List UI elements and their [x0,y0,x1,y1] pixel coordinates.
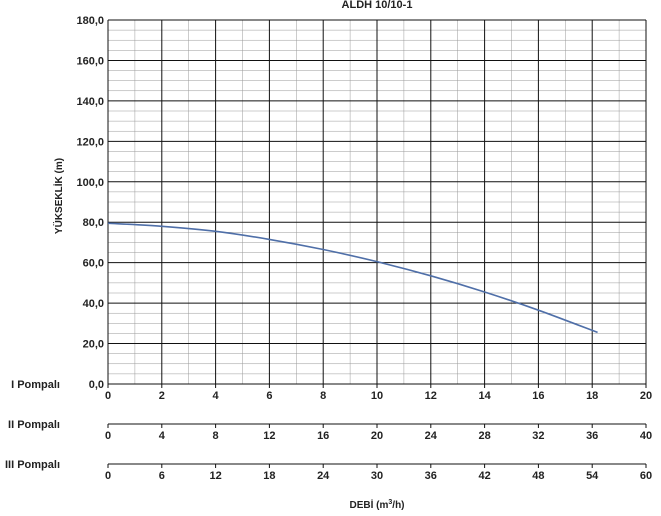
x-tick-label: 16 [317,430,329,442]
x-tick-label: 20 [640,390,652,402]
x-axis-name: II Pompalı [8,419,60,431]
x-tick-label: 6 [266,390,272,402]
series-layer [107,222,598,334]
x-tick-label: 24 [425,430,438,442]
x-tick-label: 48 [532,470,544,482]
x-tick-label: 0 [105,470,111,482]
x-axis-label-text: DEBİ (m [349,498,388,511]
pump-curve-line [107,222,598,334]
y-axis-label: YÜKSEKLİK (m) [52,158,65,234]
x-tick-label: 0 [105,430,111,442]
x-axis-label-sup: 3 [388,499,392,506]
y-tick-label: 60,0 [83,258,104,270]
x-tick-label: 54 [586,470,599,482]
x-tick-label: 32 [532,430,544,442]
y-tick-label: 180,0 [76,15,104,27]
y-tick-label: 0,0 [89,379,104,391]
x-tick-label: 30 [371,470,383,482]
x-tick-label: 36 [586,430,598,442]
x-axis-name: I Pompalı [11,379,60,391]
y-tick-label: 20,0 [83,339,104,351]
y-tick-label: 140,0 [76,96,104,108]
y-tick-label: 160,0 [76,55,104,67]
x-tick-label: 12 [263,430,275,442]
y-tick-label: 120,0 [76,136,104,148]
x-tick-label: 60 [640,470,652,482]
x-tick-label: 20 [371,430,383,442]
x-tick-label: 2 [159,390,165,402]
x-axis-label: DEBİ (m3/h) [349,498,404,511]
x-tick-label: 8 [320,390,326,402]
x-tick-label: 42 [478,470,490,482]
y-tick-label: 80,0 [83,217,104,229]
x-tick-label: 0 [105,390,111,402]
chart-title: ALDH 10/10-1 [342,0,413,11]
y-tick-label: 40,0 [83,298,104,310]
x-axis-name: III Pompalı [5,459,60,471]
x-tick-label: 12 [209,470,221,482]
x-axis-label-end: /h) [392,500,404,511]
x-tick-label: 18 [263,470,275,482]
x-tick-label: 40 [640,430,652,442]
x-tick-label: 16 [532,390,544,402]
x-tick-label: 36 [425,470,437,482]
x-tick-label: 6 [159,470,165,482]
x-tick-label: 12 [425,390,437,402]
x-tick-label: 14 [478,390,491,402]
y-tick-labels: 0,0 20,0 40,0 60,0 80,0 100,0 120,0 140,0 160,0 1… [76,15,104,391]
y-tick-label: 100,0 [76,177,104,189]
x-tick-label: 24 [317,470,330,482]
x-tick-label: 4 [159,430,166,442]
x-tick-label: 18 [586,390,598,402]
x-tick-label: 4 [213,390,220,402]
x-tick-label: 28 [478,430,490,442]
x-tick-label: 10 [371,390,383,402]
x-tick-label: 8 [213,430,219,442]
